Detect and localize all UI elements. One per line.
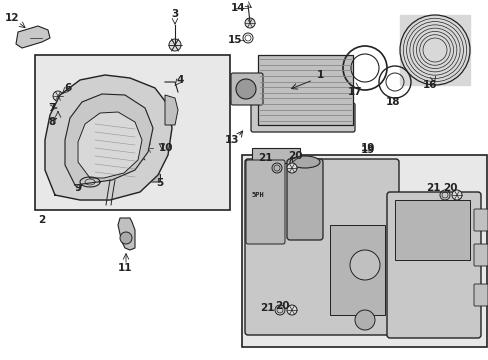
Circle shape [451,190,461,200]
Circle shape [286,163,296,173]
Circle shape [354,310,374,330]
FancyBboxPatch shape [244,159,398,335]
Bar [394,200,469,260]
Text: 18: 18 [385,97,400,107]
Text: 8: 8 [48,117,56,127]
Polygon shape [251,148,299,163]
Circle shape [286,305,296,315]
Text: 15: 15 [227,35,242,45]
Polygon shape [16,26,50,48]
Text: 6: 6 [64,83,71,93]
Text: 9: 9 [74,183,81,193]
Circle shape [349,250,379,280]
Circle shape [142,143,153,153]
Polygon shape [399,15,469,85]
Text: 8: 8 [136,153,143,163]
Polygon shape [118,218,135,250]
Text: 7: 7 [48,103,56,113]
Text: 16: 16 [422,80,436,90]
Text: 20: 20 [274,301,289,311]
Text: 4: 4 [176,75,183,85]
Circle shape [53,91,63,101]
Text: 2: 2 [38,215,45,225]
FancyBboxPatch shape [250,103,354,132]
Circle shape [169,39,181,51]
Bar [35,55,229,210]
Text: 20: 20 [287,151,302,161]
Text: 3: 3 [171,9,178,19]
Text: 21: 21 [259,303,274,313]
Circle shape [236,79,256,99]
Ellipse shape [289,156,319,168]
Bar [258,55,352,125]
Text: 12: 12 [5,13,19,23]
Circle shape [120,232,132,244]
Text: 10: 10 [159,143,173,153]
Text: 19: 19 [360,145,374,155]
FancyBboxPatch shape [149,174,160,182]
FancyBboxPatch shape [55,114,65,122]
Text: 5PH: 5PH [251,192,264,198]
Text: 19: 19 [360,143,374,153]
Polygon shape [164,95,178,125]
Text: 5: 5 [156,178,163,188]
Text: 14: 14 [230,3,245,13]
FancyBboxPatch shape [230,73,263,105]
FancyBboxPatch shape [286,159,323,240]
Bar [329,225,384,315]
Text: 13: 13 [224,135,239,145]
FancyBboxPatch shape [473,284,487,306]
Text: 17: 17 [347,87,362,97]
Polygon shape [45,75,172,200]
Polygon shape [65,94,153,185]
Text: 1: 1 [316,70,323,80]
Text: 11: 11 [118,263,132,273]
Text: 21: 21 [257,153,272,163]
FancyBboxPatch shape [386,192,480,338]
FancyBboxPatch shape [473,244,487,266]
Circle shape [244,18,254,28]
Text: 21: 21 [425,183,439,193]
Bar [242,155,486,347]
Text: 20: 20 [442,183,456,193]
FancyBboxPatch shape [142,157,153,163]
Polygon shape [78,112,142,178]
FancyBboxPatch shape [245,160,285,244]
FancyBboxPatch shape [473,209,487,231]
Text: 6: 6 [136,137,143,147]
